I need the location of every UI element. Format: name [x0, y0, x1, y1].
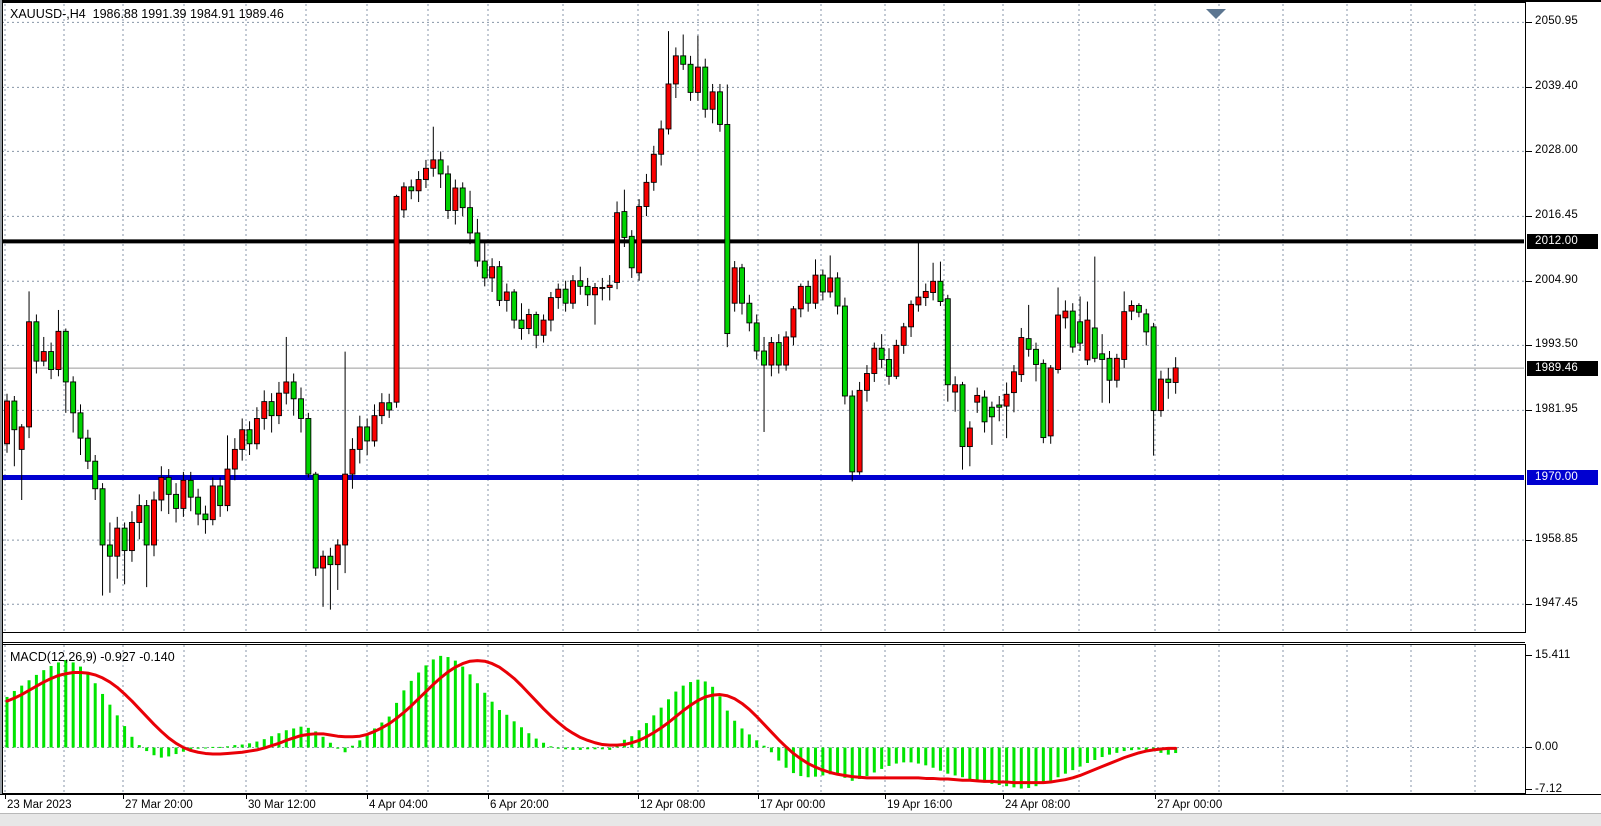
price-tick-mark: [1526, 86, 1532, 88]
time-tick-label: 19 Apr 16:00: [887, 799, 953, 811]
macd-tick-mark: [1526, 747, 1532, 748]
time-tick-label: 27 Apr 00:00: [1157, 799, 1223, 811]
price-tick-mark: [1526, 21, 1532, 23]
price-badge: 1970.00: [1527, 470, 1598, 485]
price-badge: 2012.00: [1527, 233, 1598, 249]
price-tick-mark: [1526, 539, 1532, 541]
chart-shift-marker-icon[interactable]: [1206, 9, 1226, 19]
price-tick-mark: [1526, 215, 1532, 217]
price-badge: 1989.46: [1527, 360, 1598, 376]
macd-scale[interactable]: 15.411 0.00 -7.12: [1526, 644, 1601, 795]
price-tick-mark: [1526, 344, 1532, 346]
time-tick-label: 12 Apr 08:00: [640, 799, 706, 811]
price-tick-label: 2028.00: [1535, 144, 1578, 157]
macd-tick-label: 15.411: [1535, 648, 1571, 661]
macd-signal-line: [5, 659, 1178, 785]
price-tick-label: 2004.90: [1535, 274, 1578, 287]
price-tick-label: 1958.85: [1535, 533, 1578, 546]
candles-layer[interactable]: [4, 31, 1179, 610]
price-tick-label: 1981.95: [1535, 403, 1578, 416]
chart-title: XAUUSD-,H4 1986.88 1991.39 1984.91 1989.…: [10, 7, 284, 21]
window-left-border: [0, 0, 3, 813]
time-tick-label: 30 Mar 12:00: [248, 799, 316, 811]
macd-tick-mark: [1526, 789, 1532, 791]
horizontal-gridlines: [2, 21, 1524, 605]
price-pane-frame: [0, 2, 1526, 633]
time-tick-label: 27 Mar 20:00: [125, 799, 193, 811]
time-tick-mark: [488, 795, 489, 799]
time-tick-mark: [885, 795, 886, 799]
time-tick-mark: [5, 795, 6, 799]
price-tick-label: 1947.45: [1535, 597, 1578, 610]
macd-tick-label: 0.00: [1535, 740, 1559, 753]
time-tick-mark: [758, 795, 759, 799]
macd-indicator-label: MACD(12,26,9) -0.927 -0.140: [10, 650, 175, 664]
price-tick-mark: [1526, 603, 1532, 605]
time-tick-mark: [367, 795, 368, 799]
price-tick-label: 1993.50: [1535, 338, 1578, 351]
price-tick-mark: [1526, 409, 1532, 411]
window-top-border: [0, 0, 1601, 2]
time-tick-label: 24 Apr 08:00: [1005, 799, 1071, 811]
macd-tick-label: -7.12: [1535, 782, 1563, 795]
time-tick-mark: [123, 795, 124, 799]
price-tick-label: 2050.95: [1535, 15, 1578, 28]
chart-plot[interactable]: [0, 0, 1601, 794]
status-strip: [0, 813, 1601, 826]
time-tick-mark: [638, 795, 639, 799]
time-tick-label: 4 Apr 04:00: [369, 799, 428, 811]
price-tick-label: 2039.40: [1535, 80, 1578, 93]
time-tick-mark: [246, 795, 247, 799]
time-tick-mark: [1155, 795, 1156, 799]
price-tick-mark: [1526, 150, 1532, 152]
macd-pane-frame: [0, 644, 1526, 794]
macd-histogram[interactable]: [5, 655, 1178, 789]
time-tick-label: 17 Apr 00:00: [760, 799, 826, 811]
time-tick-mark: [1003, 795, 1004, 799]
price-tick-mark: [1526, 280, 1532, 282]
time-tick-label: 6 Apr 20:00: [490, 799, 549, 811]
macd-tick-mark: [1526, 655, 1532, 657]
time-scale[interactable]: 23 Mar 2023 27 Mar 20:00 30 Mar 12:00 4 Apr…: [0, 794, 1601, 814]
price-scale[interactable]: 2050.95 2039.40 2028.00 2016.45 2004.90 1993.…: [1526, 2, 1601, 632]
price-tick-label: 2016.45: [1535, 209, 1578, 222]
time-tick-label: 23 Mar 2023: [7, 799, 72, 811]
